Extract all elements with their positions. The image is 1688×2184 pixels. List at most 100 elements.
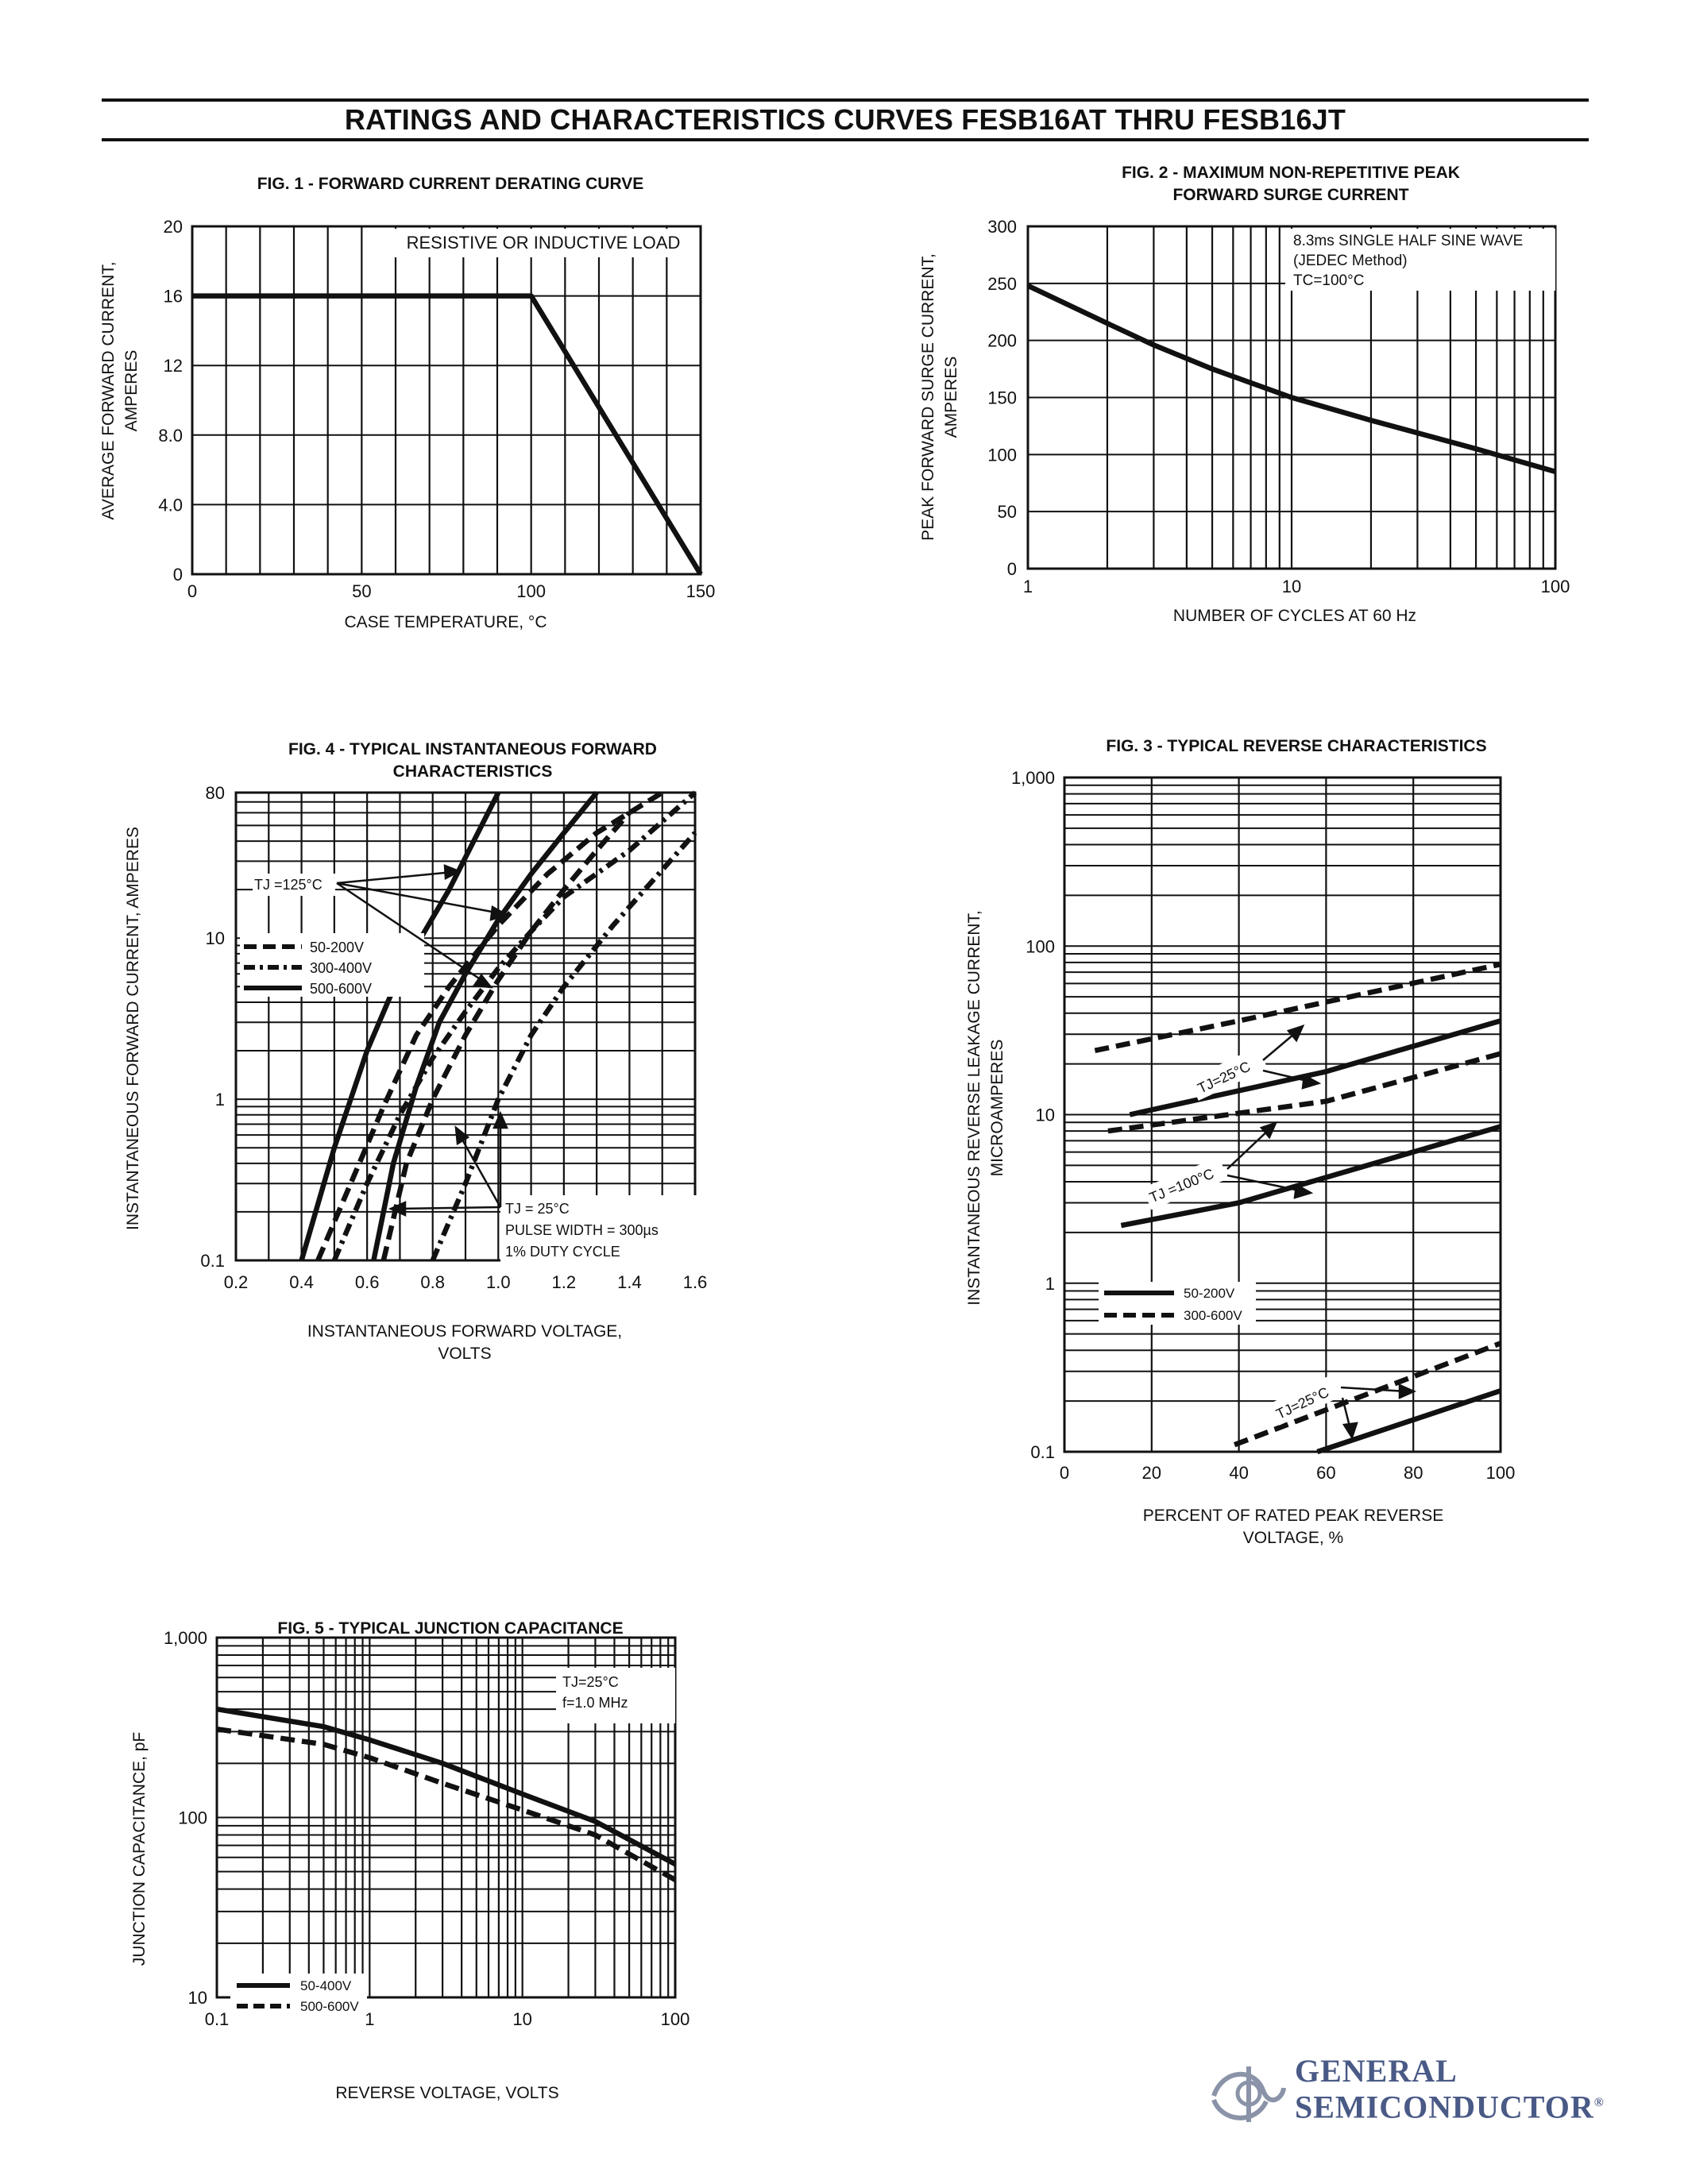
fig1-ytick-label: 12 xyxy=(164,356,183,376)
fig3-tj25-upper-box xyxy=(1188,1047,1268,1101)
fig5-xtick-label: 10 xyxy=(512,2009,531,2029)
fig1-ylabel-2: AMPERES xyxy=(122,350,141,432)
fig4-ytick-label: 1 xyxy=(215,1090,225,1109)
fig4-xtick-label: 0.6 xyxy=(355,1272,380,1292)
fig5-ytick-label: 1,000 xyxy=(164,1628,207,1648)
fig3-ylabel-2: MICROAMPERES xyxy=(988,1040,1006,1177)
fig3-ytick-label: 100 xyxy=(1026,936,1055,956)
fig3-series-300-600v-mid xyxy=(1107,1051,1501,1134)
fig2-series-surge xyxy=(1026,283,1556,475)
fig4-series-50-200v-tj-25-c xyxy=(380,811,632,1261)
fig2-ytick-label: 0 xyxy=(1007,559,1017,579)
fig2-title-2: FORWARD SURGE CURRENT xyxy=(1172,186,1408,204)
fig3-ytick-label: 1,000 xyxy=(1011,768,1055,788)
fig3-series-300-600v-low xyxy=(1233,1341,1502,1448)
fig4-legend-label-2: 300-400V xyxy=(310,960,372,976)
fig3-series-50-200v-low xyxy=(1316,1388,1502,1455)
fig4-ytick-label: 0.1 xyxy=(200,1251,225,1271)
fig5-annotation-1: TJ=25°C xyxy=(562,1674,619,1690)
fig2-annotation-3: TC=100°C xyxy=(1293,272,1364,289)
fig3-title: FIG. 3 - TYPICAL REVERSE CHARACTERISTICS xyxy=(1106,737,1486,755)
fig4-ylabel: INSTANTANEOUS FORWARD CURRENT, AMPERES xyxy=(124,827,142,1230)
fig1-ytick-label: 8.0 xyxy=(158,426,183,446)
fig4-xtick-label: 1.6 xyxy=(683,1272,708,1292)
page-title: RATINGS AND CHARACTERISTICS CURVES FESB1… xyxy=(344,103,1346,136)
fig4-series-300-400v-tj-25-c xyxy=(430,831,697,1262)
fig1-ytick-label: 0 xyxy=(173,565,183,585)
fig2-ytick-label: 250 xyxy=(987,274,1017,294)
fig3-ytick-label: 0.1 xyxy=(1030,1442,1055,1462)
fig3-tj25-lower-box xyxy=(1269,1375,1342,1426)
fig4-xtick-label: 1.4 xyxy=(617,1272,642,1292)
fig3-xtick-label: 0 xyxy=(1060,1463,1069,1483)
fig4-pulse-label: PULSE WIDTH = 300µs xyxy=(505,1222,659,1238)
general-semiconductor-logo: GENERAL SEMICONDUCTOR® xyxy=(1207,2049,1604,2136)
fig5-legend-box xyxy=(230,1974,367,2016)
fig1-ytick-label: 4.0 xyxy=(158,495,183,515)
fig5-xlabel: REVERSE VOLTAGE, VOLTS xyxy=(335,2084,558,2102)
fig4-title-2: CHARACTERISTICS xyxy=(393,762,553,781)
fig1-title: FIG. 1 - FORWARD CURRENT DERATING CURVE xyxy=(257,175,644,193)
fig4-tj25-box xyxy=(500,1195,701,1268)
fig2-xtick-label: 10 xyxy=(1282,577,1301,596)
fig5-ytick-label: 10 xyxy=(188,1988,207,2008)
fig1-ytick-label: 20 xyxy=(164,217,183,237)
fig1-annotation: RESISTIVE OR INDUCTIVE LOAD xyxy=(407,233,681,253)
fig3-series-300-600v-upper xyxy=(1094,962,1501,1053)
fig4-tj125-label: TJ =125°C xyxy=(254,877,323,893)
fig3-legend-label-2: 300-600V xyxy=(1184,1308,1242,1323)
fig2-ytick-label: 300 xyxy=(987,217,1017,237)
fig2-xlabel: NUMBER OF CYCLES AT 60 Hz xyxy=(1173,607,1416,625)
fig5-title: FIG. 5 - TYPICAL JUNCTION CAPACITANCE xyxy=(277,1619,623,1638)
fig5-legend-label-1: 50-400V xyxy=(300,1978,352,1993)
fig5-annotation-2: f=1.0 MHz xyxy=(562,1695,628,1711)
fig4-xlabel-1: INSTANTANEOUS FORWARD VOLTAGE, xyxy=(307,1322,622,1341)
fig4-xtick-label: 0.8 xyxy=(420,1272,445,1292)
fig3-arrows xyxy=(1226,1024,1417,1440)
fig3-xlabel-1: PERCENT OF RATED PEAK REVERSE xyxy=(1143,1507,1443,1525)
fig3-legend-label-1: 50-200V xyxy=(1184,1286,1235,1301)
fig4-xtick-label: 0.4 xyxy=(289,1272,314,1292)
fig5-plot-frame xyxy=(215,1636,677,1999)
fig3-xlabel-2: VOLTAGE, % xyxy=(1243,1529,1343,1547)
fig5-ytick-label: 100 xyxy=(178,1808,207,1828)
fig2-ytick-label: 50 xyxy=(998,502,1017,522)
fig4-plot-frame xyxy=(234,791,697,1262)
fig1-annotation-box xyxy=(388,229,699,257)
fig2-ytick-label: 100 xyxy=(987,445,1017,465)
fig5-annotation-box xyxy=(556,1668,675,1723)
fig4-xtick-label: 1.0 xyxy=(486,1272,511,1292)
fig5-series-500-600v xyxy=(216,1726,677,1882)
fig2-annotation-1: 8.3ms SINGLE HALF SINE WAVE xyxy=(1293,233,1523,249)
fig3-ytick-label: 10 xyxy=(1036,1106,1055,1125)
fig3-xtick-label: 80 xyxy=(1404,1463,1423,1483)
fig4-xlabel-2: VOLTS xyxy=(438,1345,491,1363)
logo-mark-icon xyxy=(1211,2066,1286,2122)
fig2-annotation-2: (JEDEC Method) xyxy=(1293,253,1408,269)
logo-line-1: GENERAL xyxy=(1295,2053,1458,2089)
fig4-series-50-200v-tj-125-c xyxy=(315,790,664,1262)
fig5-series-50-400v xyxy=(216,1706,677,1867)
fig4-tj125-arrows xyxy=(336,864,510,989)
fig3-xtick-label: 100 xyxy=(1486,1463,1516,1483)
fig4-series-500-600v-tj-25-c xyxy=(371,790,599,1261)
fig5-legend-label-2: 500-600V xyxy=(300,1999,359,2014)
fig2-xtick-label: 100 xyxy=(1541,577,1570,596)
fig2-ytick-label: 150 xyxy=(987,388,1017,408)
title-rule xyxy=(102,138,1589,141)
fig2-plot-frame xyxy=(1026,225,1557,570)
fig3-xtick-label: 20 xyxy=(1142,1463,1161,1483)
fig1-series-derating xyxy=(192,293,703,576)
fig4-legend-label-1: 50-200V xyxy=(310,940,364,955)
fig3-plot-frame xyxy=(1063,776,1502,1453)
fig1-xtick-label: 50 xyxy=(352,581,371,601)
fig1-ytick-label: 16 xyxy=(164,287,183,307)
top-rule xyxy=(102,98,1589,102)
fig4-series-300-400v-tj-125-c xyxy=(331,790,697,1262)
fig3-ylabel-1: INSTANTANEOUS REVERSE LEAKAGE CURRENT, xyxy=(965,910,983,1306)
